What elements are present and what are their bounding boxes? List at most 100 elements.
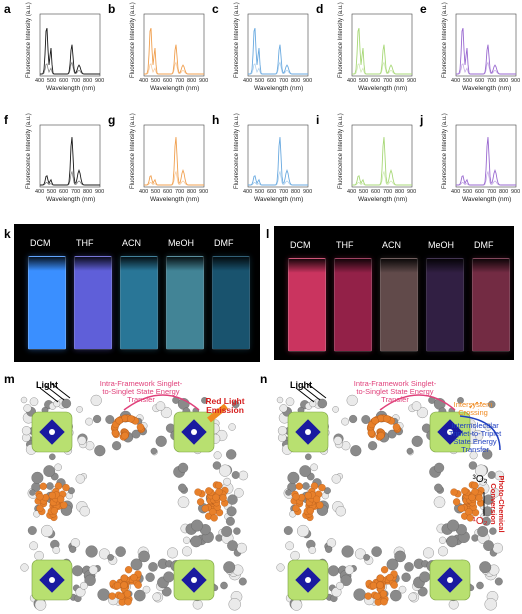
spectrum-trace-secondary — [40, 170, 100, 186]
solvent-label: THF — [336, 240, 354, 250]
spectrum-trace-main — [352, 137, 412, 186]
spectrum-plot-b — [143, 13, 205, 77]
vial — [288, 258, 326, 352]
spectrum-trace-main — [144, 27, 204, 75]
x-tick-label: 900 — [95, 189, 105, 195]
vial — [472, 258, 510, 352]
x-tick-label: 800 — [187, 189, 197, 195]
x-tick-label: 800 — [499, 78, 509, 84]
x-tick-label: 500 — [463, 189, 473, 195]
x-tick-label: 900 — [303, 189, 313, 195]
x-tick-label: 800 — [499, 189, 509, 195]
y-axis-title: Fluorescence Intensity (a.u.) — [26, 113, 32, 189]
x-tick-label: 600 — [59, 189, 69, 195]
y-axis-title: Fluorescence Intensity (a.u.) — [338, 2, 344, 78]
panel-label-f: f — [4, 113, 8, 127]
solvent-label: DCM — [30, 238, 51, 248]
spectrum-trace-secondary — [144, 170, 204, 186]
x-tick-label: 500 — [47, 78, 57, 84]
x-tick-label: 800 — [395, 78, 405, 84]
energy-transfer-label-n: Intra-Framework Singlet-to-Singlet State… — [353, 379, 437, 404]
solvent-label: DMF — [474, 240, 494, 250]
x-tick-label: 500 — [359, 189, 369, 195]
vial — [28, 256, 66, 350]
spectrum-trace-main — [144, 137, 204, 186]
x-axis-title: Wavelength (nm) — [358, 196, 408, 203]
x-tick-label: 500 — [255, 189, 265, 195]
spectrum-plot-h — [247, 124, 309, 188]
x-tick-label: 900 — [95, 78, 105, 84]
x-tick-label: 600 — [371, 78, 381, 84]
solvent-label: THF — [76, 238, 94, 248]
y-axis-title: Fluorescence Intensity (a.u.) — [26, 2, 32, 78]
spectrum-plot-f — [39, 124, 101, 188]
vial — [212, 256, 250, 350]
spectrum-trace-secondary — [248, 170, 308, 186]
x-tick-label: 400 — [451, 78, 461, 84]
solvent-label: ACN — [122, 238, 142, 248]
photochemical-conversion-label: Photo-Chemical Conversion — [489, 475, 506, 533]
x-tick-label: 900 — [511, 189, 521, 195]
singlet-oxygen-label: ¹O₂ — [472, 516, 488, 527]
panel-label-l: l — [266, 227, 270, 241]
triplet-transfer-label: Intermolecular Triplet-to-Triplet State … — [448, 421, 502, 454]
x-tick-label: 700 — [487, 189, 497, 195]
x-axis-title: Wavelength (nm) — [254, 85, 304, 92]
isc-label: Intersystem Crossing — [453, 400, 493, 417]
x-tick-label: 700 — [71, 189, 81, 195]
x-tick-label: 400 — [243, 78, 253, 84]
framework-scheme-m — [20, 383, 249, 611]
x-tick-label: 400 — [243, 189, 253, 195]
x-tick-label: 700 — [71, 78, 81, 84]
x-tick-label: 700 — [383, 189, 393, 195]
x-tick-label: 500 — [359, 78, 369, 84]
x-tick-label: 400 — [139, 78, 149, 84]
red-emission-label: Red Light Emission — [205, 396, 245, 415]
light-label-m: Light — [36, 380, 58, 390]
vial — [166, 256, 204, 350]
y-axis-title: Fluorescence Intensity (a.u.) — [338, 113, 344, 189]
x-tick-label: 900 — [199, 189, 209, 195]
x-tick-label: 700 — [279, 78, 289, 84]
panel-label-g: g — [108, 113, 116, 127]
vial — [74, 256, 112, 350]
x-tick-label: 400 — [139, 189, 149, 195]
x-tick-label: 500 — [255, 78, 265, 84]
x-tick-label: 500 — [151, 78, 161, 84]
y-axis-title: Fluorescence Intensity (a.u.) — [442, 2, 448, 78]
spectrum-trace-secondary — [352, 61, 412, 75]
spectrum-plot-c — [247, 13, 309, 77]
x-axis-title: Wavelength (nm) — [150, 85, 200, 92]
y-axis-title: Fluorescence Intensity (a.u.) — [234, 113, 240, 189]
solvent-label: MeOH — [428, 240, 455, 250]
x-tick-label: 700 — [175, 78, 185, 84]
x-tick-label: 400 — [347, 78, 357, 84]
x-tick-label: 600 — [59, 78, 69, 84]
x-tick-label: 600 — [163, 189, 173, 195]
spectrum-trace-main — [456, 137, 516, 186]
spectrum-trace-main — [456, 27, 516, 75]
x-tick-label: 900 — [303, 78, 313, 84]
panel-label-j: j — [420, 113, 424, 127]
x-tick-label: 800 — [187, 78, 197, 84]
x-tick-label: 800 — [291, 78, 301, 84]
x-tick-label: 500 — [47, 189, 57, 195]
spectrum-trace-main — [248, 27, 308, 75]
x-axis-title: Wavelength (nm) — [254, 196, 304, 203]
spectrum-trace-main — [352, 27, 412, 75]
x-tick-label: 600 — [267, 189, 277, 195]
x-axis-title: Wavelength (nm) — [46, 85, 96, 92]
x-tick-label: 900 — [511, 78, 521, 84]
panel-label-i: i — [316, 113, 320, 127]
panel-label-h: h — [212, 113, 220, 127]
solvent-label: ACN — [382, 240, 402, 250]
panel-label-c: c — [212, 2, 219, 16]
spectrum-plot-i — [351, 124, 413, 188]
x-tick-label: 600 — [475, 189, 485, 195]
x-tick-label: 800 — [291, 189, 301, 195]
vial — [120, 256, 158, 350]
spectrum-plot-e — [455, 13, 517, 77]
vial — [380, 258, 418, 352]
spectrum-trace-secondary — [40, 61, 100, 75]
panel-label-m: m — [4, 372, 15, 386]
